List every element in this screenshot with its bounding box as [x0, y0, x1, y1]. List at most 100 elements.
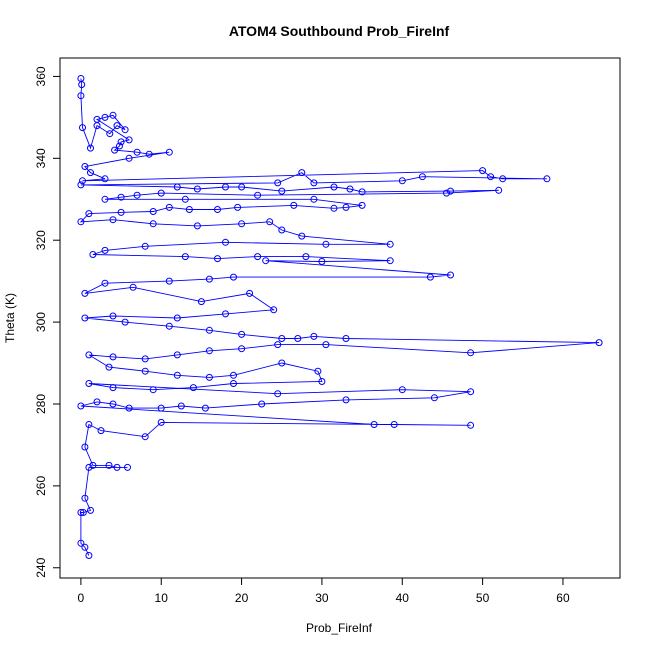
data-point — [173, 314, 181, 322]
x-axis-label: Prob_FireInf — [306, 621, 373, 635]
data-point — [81, 443, 89, 451]
data-point — [205, 347, 213, 355]
data-point — [101, 246, 109, 254]
data-point — [342, 335, 350, 342]
data-point — [390, 421, 398, 428]
data-point — [141, 367, 149, 375]
data-layer — [77, 75, 603, 559]
data-point — [141, 433, 149, 441]
y-tick-label: 240 — [34, 557, 48, 577]
data-point — [342, 396, 350, 404]
data-point — [109, 312, 117, 320]
data-point — [370, 421, 378, 428]
data-point — [165, 322, 173, 330]
data-point — [214, 206, 221, 213]
data-point — [165, 148, 173, 156]
data-point — [246, 289, 254, 297]
data-point — [342, 203, 350, 211]
data-point — [447, 271, 454, 279]
data-point — [105, 461, 113, 469]
x-tick-label: 10 — [155, 591, 169, 605]
data-point — [443, 189, 450, 197]
data-point — [85, 351, 93, 359]
plot-frame — [59, 57, 621, 579]
data-point — [109, 384, 117, 392]
data-point — [105, 363, 113, 371]
data-point — [85, 463, 93, 471]
data-point — [358, 201, 366, 209]
data-point — [298, 232, 306, 240]
data-point — [149, 208, 157, 215]
data-point — [487, 173, 495, 181]
data-point — [467, 388, 475, 396]
data-point — [149, 220, 157, 228]
data-point — [254, 191, 262, 199]
data-point — [81, 289, 89, 297]
data-point — [129, 283, 137, 291]
data-point — [447, 187, 454, 195]
data-point — [145, 150, 153, 158]
data-point — [322, 341, 330, 349]
x-tick-label: 0 — [78, 591, 85, 605]
data-point — [77, 181, 85, 189]
data-point — [467, 421, 475, 429]
data-point — [318, 258, 326, 265]
y-tick-label: 320 — [34, 230, 48, 250]
data-point — [79, 177, 86, 185]
data-point — [499, 175, 507, 183]
data-point — [270, 306, 278, 314]
data-point — [165, 277, 173, 285]
data-point — [77, 218, 85, 226]
data-point — [302, 253, 310, 261]
data-point — [278, 335, 286, 342]
data-point — [85, 552, 93, 559]
data-point — [77, 539, 85, 547]
data-point — [298, 169, 306, 177]
data-point — [222, 238, 229, 246]
data-point — [234, 203, 242, 211]
data-point — [222, 183, 229, 191]
data-point — [278, 187, 286, 195]
data-point — [238, 345, 246, 353]
data-point — [274, 341, 282, 349]
data-point — [109, 111, 117, 119]
data-point — [467, 349, 475, 357]
data-point — [121, 126, 129, 134]
data-point — [133, 148, 141, 156]
data-point — [310, 195, 318, 203]
data-point — [85, 380, 93, 387]
data-point — [318, 378, 326, 385]
data-point — [310, 332, 318, 340]
y-tick-label: 260 — [34, 476, 48, 496]
data-point — [278, 226, 286, 234]
data-point — [181, 195, 189, 203]
series-line — [79, 78, 600, 556]
data-point — [238, 183, 246, 191]
data-point — [133, 191, 141, 199]
chart-title: ATOM4 Southbound Prob_FireInf — [229, 23, 450, 39]
data-point — [222, 310, 229, 318]
data-point — [310, 179, 318, 187]
data-point — [81, 163, 89, 170]
data-point — [101, 175, 109, 183]
data-point — [106, 130, 114, 138]
x-tick-label: 40 — [396, 591, 410, 605]
y-tick-label: 280 — [34, 394, 48, 414]
y-axis: 240 260 280 300 320 340 360 — [34, 66, 61, 578]
data-point — [121, 318, 129, 326]
data-point — [193, 222, 201, 230]
data-point — [97, 427, 105, 435]
data-point — [294, 335, 302, 342]
data-point — [201, 404, 209, 412]
data-point — [238, 220, 246, 228]
data-point — [109, 400, 117, 408]
data-point — [77, 509, 85, 516]
data-point — [230, 273, 237, 281]
data-point — [79, 124, 86, 132]
data-point — [117, 193, 125, 201]
data-point — [87, 506, 94, 514]
y-tick-label: 300 — [34, 312, 48, 332]
data-point — [124, 463, 131, 471]
data-point — [185, 206, 193, 213]
